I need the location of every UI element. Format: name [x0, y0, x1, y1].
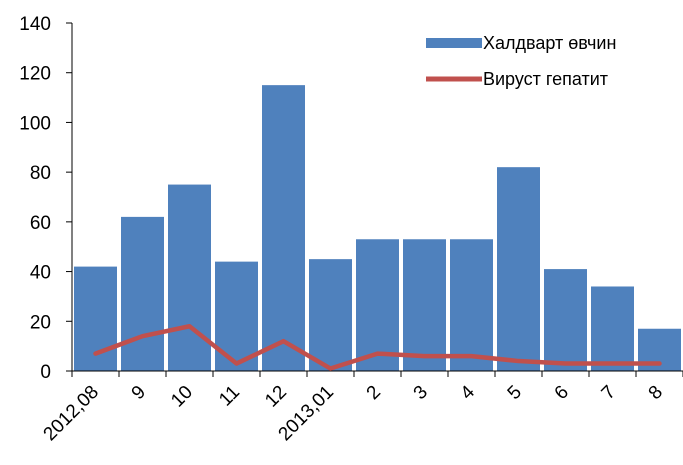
- x-tick-label: 12: [261, 382, 291, 412]
- bar: [262, 85, 305, 372]
- y-tick-label: 120: [19, 64, 51, 85]
- bar: [403, 239, 446, 371]
- legend-label-bar: Халдварт өвчин: [483, 33, 616, 53]
- line-series: [93, 324, 662, 371]
- bar: [168, 184, 211, 371]
- x-tick-label: 2012,08: [40, 382, 103, 445]
- y-tick-label: 20: [30, 312, 51, 333]
- x-tick-label: 4: [457, 381, 480, 404]
- x-tick-label: 2: [363, 382, 385, 404]
- x-tick-label: 10: [167, 382, 197, 412]
- legend: Халдварт өвчин Вируст гепатит: [426, 33, 616, 89]
- y-tick-label: 60: [30, 213, 51, 234]
- legend-label-line: Вируст гепатит: [483, 69, 608, 89]
- y-tick-label: 80: [30, 163, 51, 184]
- bar: [497, 167, 540, 371]
- y-tick-label: 0: [40, 362, 51, 383]
- x-tick-label: 7: [598, 382, 620, 404]
- y-tick-label: 100: [19, 113, 51, 134]
- bar: [591, 286, 634, 371]
- y-axis: 0 20 40 60 80 100 120 140: [19, 14, 73, 383]
- x-tick-label: 6: [551, 382, 573, 404]
- bars-series: [74, 85, 681, 372]
- x-tick-label: 8: [645, 382, 667, 404]
- bar: [309, 259, 352, 371]
- bar: [450, 239, 493, 371]
- x-tick-label: 3: [410, 382, 432, 404]
- legend-swatch-bar: [426, 38, 482, 48]
- bar: [356, 239, 399, 371]
- x-tick-label: 11: [215, 382, 244, 411]
- y-tick-label: 40: [30, 263, 51, 284]
- bar: [544, 269, 587, 371]
- bar: [121, 216, 164, 371]
- x-tick-label: 5: [504, 382, 526, 404]
- x-tick-label: 9: [128, 382, 150, 404]
- y-tick-label: 140: [19, 14, 51, 35]
